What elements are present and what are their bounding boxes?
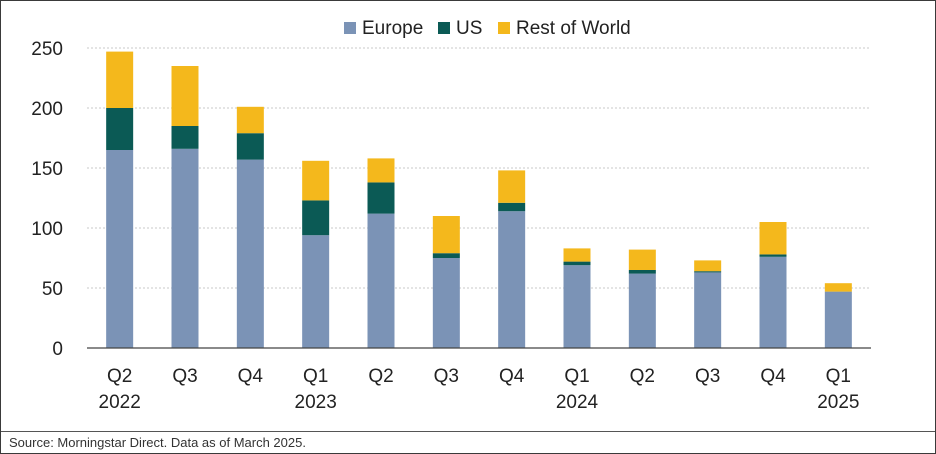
bar-us bbox=[563, 261, 591, 266]
bar-rest-of-world bbox=[759, 222, 787, 255]
bar-us bbox=[367, 182, 395, 214]
legend-label-rest-of-world: Rest of World bbox=[516, 18, 631, 39]
bar-europe bbox=[367, 213, 395, 348]
x-tick-label: Q1 bbox=[564, 366, 589, 387]
bar-europe bbox=[824, 291, 852, 348]
footer-divider bbox=[1, 431, 935, 432]
x-tick-label: Q1 bbox=[826, 366, 851, 387]
bar-europe bbox=[106, 150, 134, 348]
bar-us bbox=[302, 200, 330, 236]
legend: Europe US Rest of World bbox=[344, 18, 631, 39]
source-note: Source: Morningstar Direct. Data as of M… bbox=[9, 435, 306, 450]
x-tick-label: Q4 bbox=[499, 366, 525, 387]
x-tick-year-label: 2023 bbox=[295, 392, 337, 413]
gridlines bbox=[87, 47, 871, 289]
bar-europe bbox=[302, 235, 330, 348]
y-tick-label: 100 bbox=[31, 219, 63, 240]
bar-europe bbox=[498, 211, 526, 348]
x-tick-year-label: 2024 bbox=[556, 392, 599, 413]
bar-europe bbox=[694, 272, 722, 348]
bar-us bbox=[106, 108, 134, 150]
bar-us bbox=[432, 253, 460, 258]
bar-europe bbox=[236, 159, 264, 348]
x-tick-label: Q4 bbox=[238, 366, 264, 387]
bar-europe bbox=[171, 148, 199, 348]
bar-europe bbox=[432, 258, 460, 348]
bar-europe bbox=[628, 273, 656, 348]
axes: 0 50 100 150 200 250 Q2 2022 Q3 Q4 Q1 2023 Q2 Q3 Q4 Q1 2… bbox=[31, 39, 871, 413]
legend-swatch-europe bbox=[344, 22, 356, 34]
legend-swatch-us bbox=[438, 22, 450, 34]
y-tick-label: 0 bbox=[52, 339, 63, 360]
bar-us bbox=[498, 202, 526, 212]
legend-label-us: US bbox=[456, 18, 482, 39]
bar-rest-of-world bbox=[367, 158, 395, 183]
x-tick-year-label: 2022 bbox=[99, 392, 141, 413]
bar-us bbox=[628, 270, 656, 274]
x-tick-label: Q1 bbox=[303, 366, 328, 387]
bar-rest-of-world bbox=[824, 283, 852, 292]
bar-rest-of-world bbox=[106, 51, 134, 108]
bar-europe bbox=[563, 265, 591, 348]
legend-label-europe: Europe bbox=[362, 18, 423, 39]
bar-us bbox=[171, 126, 199, 149]
y-tick-label: 150 bbox=[31, 159, 63, 180]
x-tick-label: Q3 bbox=[434, 366, 459, 387]
x-tick-label: Q3 bbox=[695, 366, 720, 387]
x-tick-label: Q2 bbox=[630, 366, 655, 387]
bar-us bbox=[759, 254, 787, 257]
bars bbox=[106, 51, 852, 348]
y-tick-label: 200 bbox=[31, 99, 63, 120]
x-tick-label: Q2 bbox=[368, 366, 393, 387]
bar-rest-of-world bbox=[628, 249, 656, 270]
bar-us bbox=[694, 271, 722, 273]
x-tick-year-label: 2025 bbox=[817, 392, 859, 413]
legend-swatch-rest-of-world bbox=[498, 22, 510, 34]
bar-rest-of-world bbox=[498, 170, 526, 203]
y-tick-label: 250 bbox=[31, 39, 63, 60]
bar-rest-of-world bbox=[563, 248, 591, 262]
x-tick-label: Q4 bbox=[760, 366, 786, 387]
bar-rest-of-world bbox=[236, 106, 264, 134]
x-tick-label: Q3 bbox=[172, 366, 197, 387]
bar-europe bbox=[759, 256, 787, 348]
bar-us bbox=[236, 133, 264, 160]
y-tick-label: 50 bbox=[42, 279, 63, 300]
bar-rest-of-world bbox=[432, 216, 460, 254]
x-tick-label: Q2 bbox=[107, 366, 132, 387]
bar-rest-of-world bbox=[302, 160, 330, 201]
bar-rest-of-world bbox=[694, 260, 722, 272]
bar-rest-of-world bbox=[171, 66, 199, 126]
